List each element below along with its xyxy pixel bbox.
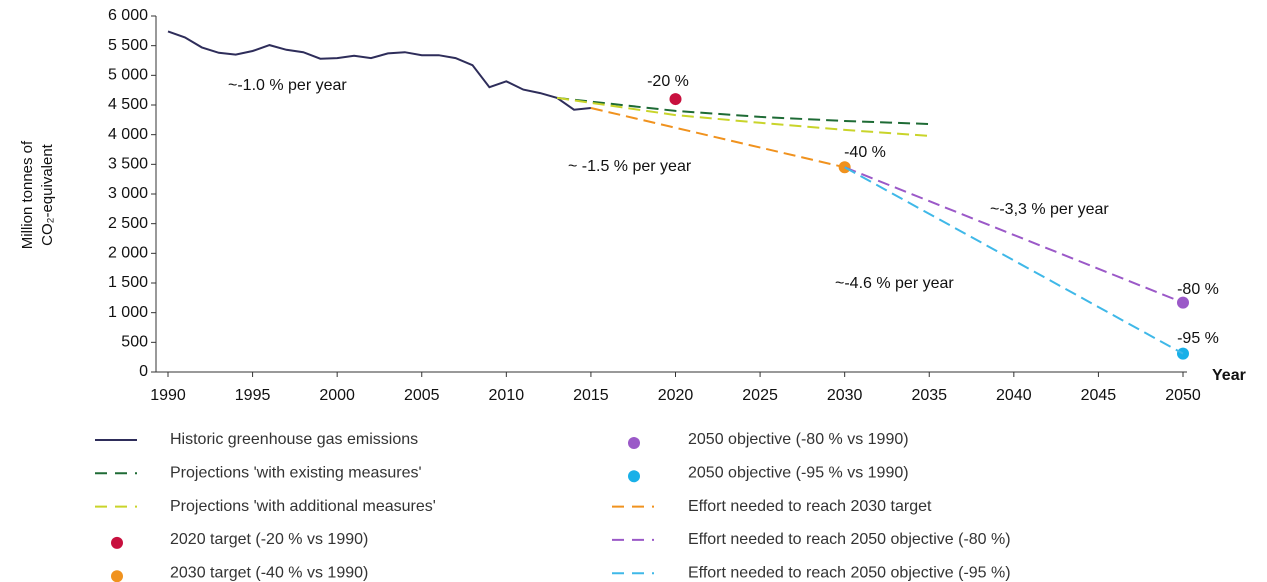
y-tick-label: 0 xyxy=(139,363,148,380)
legend-marker xyxy=(111,570,123,582)
x-tick-label: 2050 xyxy=(1165,387,1201,404)
legend-label: Effort needed to reach 2050 objective (-… xyxy=(688,531,1011,548)
annotation: ~ -1.5 % per year xyxy=(568,158,692,175)
y-tick-label: 500 xyxy=(121,334,148,351)
legend-label: Effort needed to reach 2030 target xyxy=(688,498,932,515)
y-tick-label: 4 500 xyxy=(108,96,148,113)
x-tick-label: 2005 xyxy=(404,387,440,404)
projection-line xyxy=(844,166,1184,304)
x-tick-label: 1990 xyxy=(150,387,186,404)
x-tick-label: 2030 xyxy=(827,387,863,404)
legend-label: 2050 objective (-95 % vs 1990) xyxy=(688,465,909,482)
legend-label: 2050 objective (-80 % vs 1990) xyxy=(688,431,909,448)
y-tick-label: 5 500 xyxy=(108,37,148,54)
y-axis-label: CO₂-equivalent xyxy=(39,143,56,246)
y-tick-label: 4 000 xyxy=(108,126,148,143)
legend-label: 2030 target (-40 % vs 1990) xyxy=(170,564,368,581)
legend-marker xyxy=(628,437,640,449)
history-line xyxy=(167,30,592,111)
y-tick-label: 5 000 xyxy=(108,67,148,84)
x-tick-label: 2040 xyxy=(996,387,1032,404)
target-point xyxy=(1177,347,1189,360)
x-tick-label: 1995 xyxy=(235,387,271,404)
x-tick-label: 2020 xyxy=(658,387,694,404)
legend-label: Effort needed to reach 2050 objective (-… xyxy=(688,564,1011,581)
x-tick-label: 2000 xyxy=(319,387,355,404)
annotation: ~-1.0 % per year xyxy=(228,77,347,94)
y-axis-label: Million tonnes of xyxy=(19,140,36,249)
y-tick-label: 3 000 xyxy=(108,185,148,202)
legend-marker xyxy=(111,536,123,549)
projection-line xyxy=(844,166,1184,355)
x-tick-label: 2025 xyxy=(742,387,778,404)
annotation: -95 % xyxy=(1177,330,1219,347)
legend-label: Projections 'with additional measures' xyxy=(170,498,436,515)
target-point xyxy=(669,93,682,106)
y-tick-label: 2 000 xyxy=(108,245,148,262)
x-tick-label: 2015 xyxy=(573,387,609,404)
y-tick-label: 2 500 xyxy=(108,215,148,232)
x-axis-label: Year xyxy=(1212,367,1246,384)
legend-marker xyxy=(628,470,640,483)
x-tick-label: 2035 xyxy=(911,387,947,404)
y-tick-label: 1 000 xyxy=(108,304,148,321)
annotation: -80 % xyxy=(1177,281,1219,298)
annotation: -40 % xyxy=(844,144,886,161)
legend-label: Projections 'with existing measures' xyxy=(170,465,422,482)
y-tick-label: 6 000 xyxy=(108,7,148,24)
y-tick-label: 3 500 xyxy=(108,156,148,173)
y-tick-label: 1 500 xyxy=(108,274,148,291)
projection-line xyxy=(556,96,930,137)
projection-line xyxy=(590,107,845,169)
x-tick-label: 2010 xyxy=(489,387,525,404)
annotation: -20 % xyxy=(647,73,689,90)
legend-label: Historic greenhouse gas emissions xyxy=(170,431,418,448)
projection-line xyxy=(556,96,930,125)
x-tick-label: 2045 xyxy=(1081,387,1117,404)
annotation: ~-3,3 % per year xyxy=(990,201,1109,218)
legend-label: 2020 target (-20 % vs 1990) xyxy=(170,531,368,548)
annotation: ~-4.6 % per year xyxy=(835,275,954,292)
